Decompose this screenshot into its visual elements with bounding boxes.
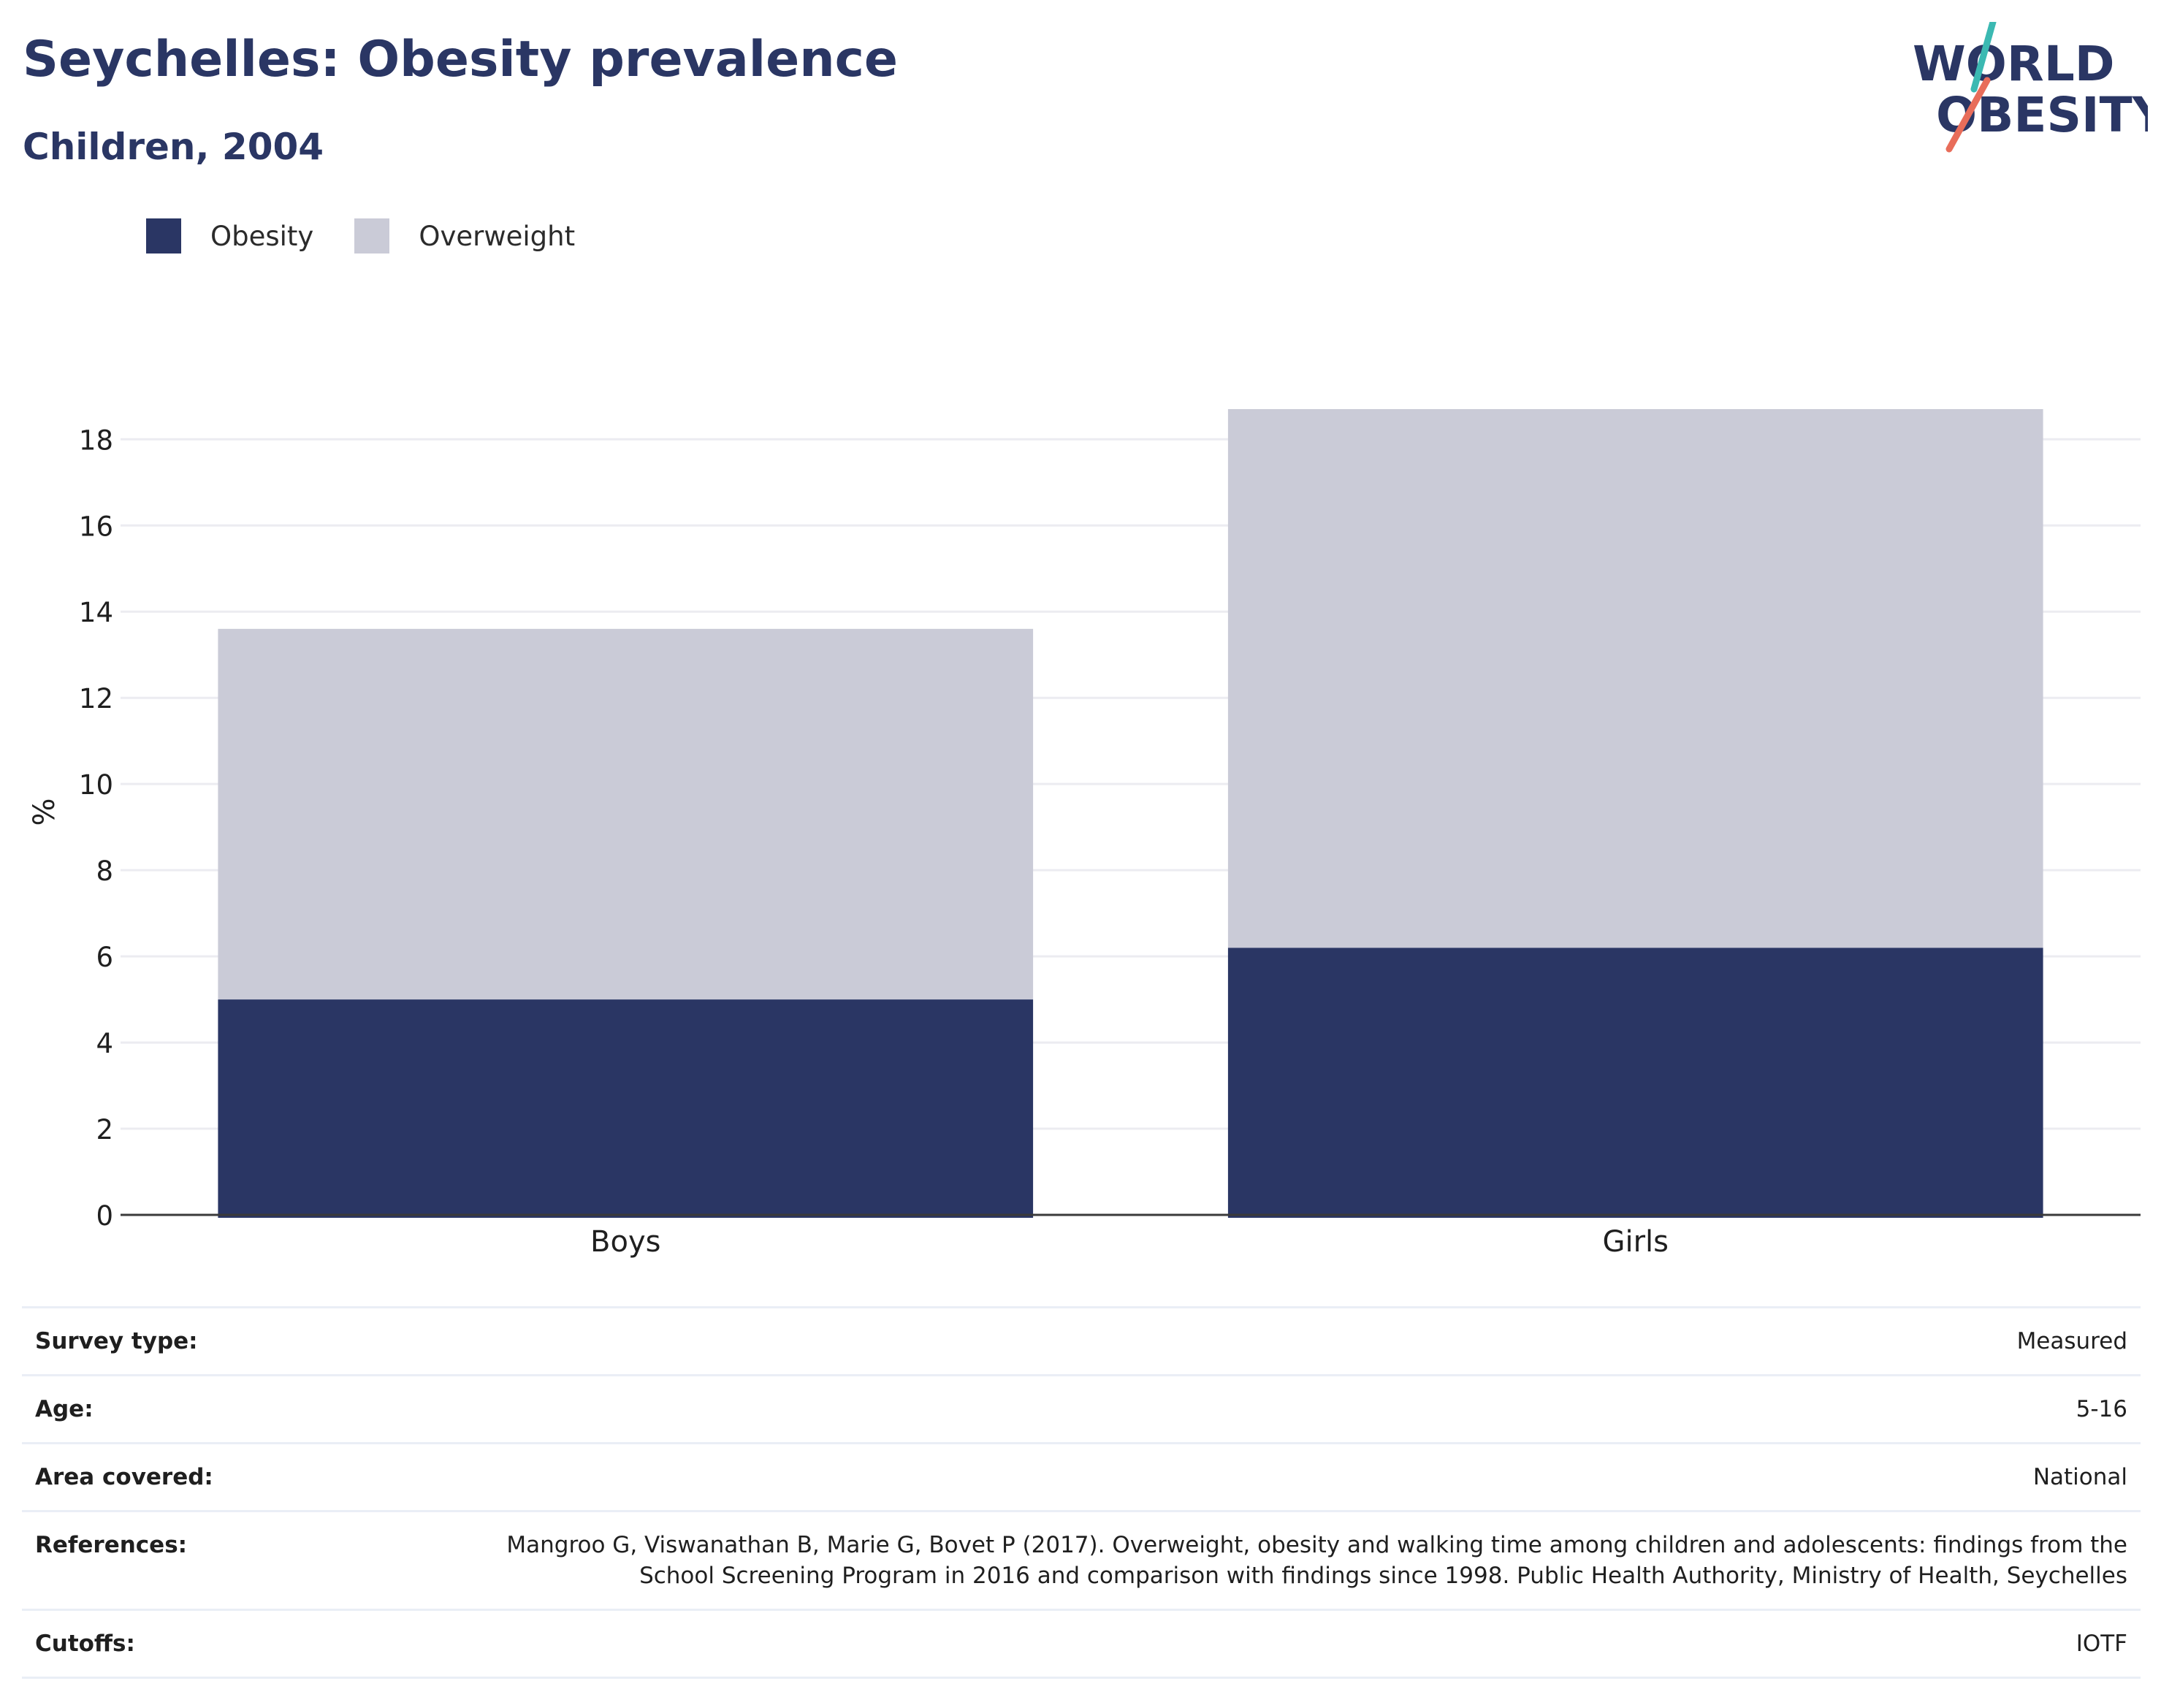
logo-slash-coral (1945, 77, 1991, 153)
metadata-key: Age: (22, 1374, 487, 1444)
legend-swatch-obesity (146, 218, 181, 253)
metadata-row: Area covered: National (22, 1442, 2141, 1511)
legend-label-obesity: Obesity (210, 220, 314, 252)
y-tick-label: 14 (79, 597, 113, 628)
y-tick-label: 4 (96, 1028, 113, 1059)
x-axis: Boys Girls (121, 1213, 2141, 1259)
chart-title: Seychelles: Obesity prevalence (23, 31, 899, 88)
metadata-value: National (487, 1442, 2141, 1511)
metadata-value: 5-16 (487, 1374, 2141, 1444)
y-tick-label: 8 (96, 855, 113, 887)
y-tick-label: 6 (96, 942, 113, 973)
metadata-row: Cutoffs: IOTF (22, 1609, 2141, 1679)
y-tick-label: 16 (79, 511, 113, 542)
x-tick-label: Boys (590, 1225, 660, 1259)
legend-item-overweight[interactable]: Overweight (354, 218, 575, 253)
bars (218, 409, 2043, 1218)
metadata-row: References: Mangroo G, Viswanathan B, Mar… (22, 1510, 2141, 1610)
logo-slash-teal (1970, 22, 1997, 93)
logo-text-line1: WORLD (1913, 36, 2115, 92)
metadata-value: Measured (487, 1306, 2141, 1376)
y-tick-label: 0 (96, 1200, 113, 1232)
y-tick-label: 18 (79, 424, 113, 456)
metadata-key: Area covered: (22, 1442, 487, 1511)
x-tick-label: Girls (1602, 1225, 1669, 1259)
metadata-value: Mangroo G, Viswanathan B, Marie G, Bovet… (487, 1510, 2141, 1610)
metadata-key: References: (22, 1510, 487, 1610)
legend-label-overweight: Overweight (419, 220, 576, 252)
legend-item-obesity[interactable]: Obesity (146, 218, 313, 253)
legend-swatch-overweight (354, 218, 390, 253)
y-tick-label: 12 (79, 683, 113, 714)
y-tick-label: 2 (96, 1114, 113, 1145)
y-axis-label: % (28, 798, 61, 826)
chart-legend: Obesity Overweight (146, 216, 616, 256)
metadata-table: Survey type: Measured Age: 5-16 Area covered… (22, 1306, 2141, 1679)
bar-obesity-boys[interactable] (218, 999, 1034, 1218)
bar-overweight-boys[interactable] (218, 628, 1034, 1000)
metadata-row: Survey type: Measured (22, 1306, 2141, 1376)
chart-subtitle: Children, 2004 (23, 126, 324, 168)
y-axis: 0 2 4 6 8 10 12 14 16 18% (28, 424, 113, 1232)
metadata-row: Age: 5-16 (22, 1374, 2141, 1444)
bar-obesity-girls[interactable] (1227, 948, 2043, 1218)
y-tick-label: 10 (79, 769, 113, 801)
metadata-key: Survey type: (22, 1306, 487, 1376)
metadata-key: Cutoffs: (22, 1609, 487, 1679)
world-obesity-logo: WORLD OBESITY (1913, 22, 2148, 153)
metadata-value: IOTF (487, 1609, 2141, 1679)
bar-chart: 0 2 4 6 8 10 12 14 16 18% Boys Girls (28, 409, 2141, 1259)
bar-overweight-girls[interactable] (1227, 409, 2043, 948)
